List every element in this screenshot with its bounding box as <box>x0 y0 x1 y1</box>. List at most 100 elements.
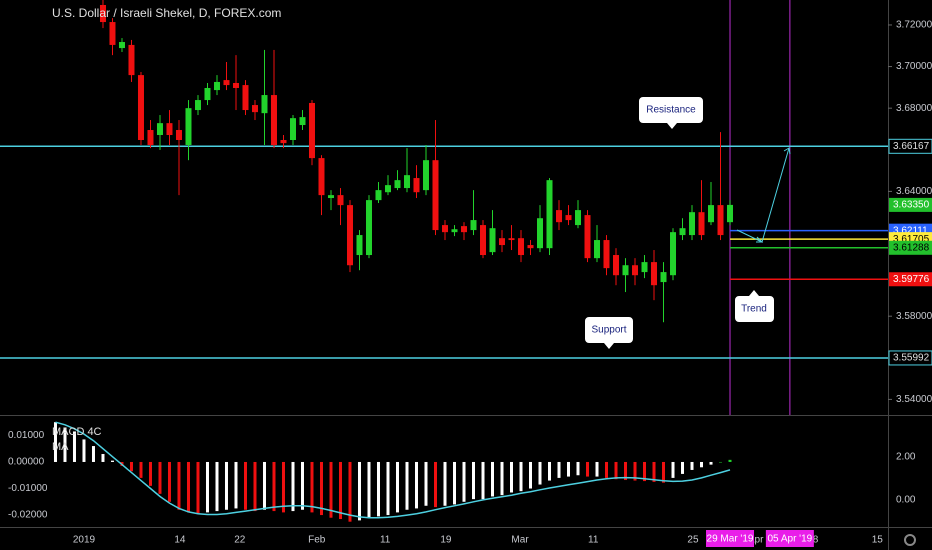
candle-body <box>375 190 382 201</box>
price-badge <box>889 197 932 212</box>
legend-entry: MA <box>52 441 69 453</box>
histogram-bar <box>129 461 133 472</box>
candle-body <box>670 232 677 276</box>
histogram-bar <box>338 461 342 520</box>
y-tick-label: 0.00000 <box>8 457 45 468</box>
histogram-bar <box>452 461 456 505</box>
histogram-bar <box>586 461 590 477</box>
callout-resistance: Resistance <box>639 97 703 129</box>
histogram-bar <box>490 461 494 497</box>
y-tick-label: 3.68000 <box>896 103 932 114</box>
candle-body <box>185 108 192 145</box>
price-badge-label: 3.61705 <box>893 234 930 245</box>
y-tick-label: -0.02000 <box>8 510 48 521</box>
date-badge-label: 05 Apr '19 <box>767 534 812 545</box>
candle-body <box>603 240 610 269</box>
price-badge-label: 3.61288 <box>893 242 930 253</box>
candle-body <box>261 95 268 114</box>
histogram-bar <box>148 461 152 486</box>
candle-body <box>546 180 553 249</box>
histogram-bar <box>167 461 171 502</box>
histogram-bar <box>348 461 352 522</box>
candle-body <box>403 175 410 189</box>
histogram-bar <box>567 461 571 477</box>
histogram-bar <box>272 461 276 512</box>
histogram-bar <box>82 439 86 462</box>
x-tick-label: 11 <box>380 535 391 546</box>
price-badge-label: 3.62111 <box>893 225 928 236</box>
histogram-bar <box>700 461 704 468</box>
candle-body <box>489 228 496 253</box>
histogram-bar <box>529 461 533 489</box>
candle-body <box>289 118 296 140</box>
histogram-bar <box>395 461 399 513</box>
y-tick-label: 3.70000 <box>896 61 932 72</box>
histogram-bar <box>319 461 323 516</box>
candle-body <box>622 265 629 276</box>
histogram-bar <box>281 461 285 513</box>
histogram-bar <box>110 460 114 462</box>
candle-body <box>432 160 439 231</box>
candle-body <box>584 215 591 259</box>
callout-trend: Trend <box>735 290 774 322</box>
histogram-bar <box>633 461 637 481</box>
date-badge <box>765 530 814 547</box>
x-tick-label: Mar <box>511 535 529 546</box>
candle-body <box>594 240 601 259</box>
price-badge-label: 3.59776 <box>893 274 930 285</box>
histogram-bar <box>386 461 390 516</box>
candle-body <box>413 178 420 193</box>
candle-body <box>337 195 344 206</box>
annotation: Resistance <box>646 105 696 116</box>
histogram-bar <box>91 446 95 462</box>
histogram-bar <box>671 461 675 478</box>
y-tick-label: -0.01000 <box>8 483 48 494</box>
candle-body <box>280 139 287 144</box>
histogram-bar <box>624 461 628 481</box>
settings-icon[interactable] <box>904 534 916 546</box>
histogram-bar <box>652 461 656 482</box>
histogram-bar <box>72 431 76 462</box>
candle-body <box>632 265 639 276</box>
histogram-bar <box>215 461 219 512</box>
candle-body <box>508 238 515 241</box>
histogram-bar <box>605 461 609 478</box>
price-badge <box>889 272 932 287</box>
histogram-bar <box>462 461 466 502</box>
x-tick-label: 25 <box>687 535 699 546</box>
histogram-bar <box>367 461 371 518</box>
candle-body <box>166 123 173 136</box>
candle-body <box>479 225 486 256</box>
histogram-bar <box>538 461 542 485</box>
candle-body <box>689 212 696 236</box>
histogram-bar <box>500 461 504 496</box>
candle-body <box>556 210 563 223</box>
y2-tick-label: 0.00 <box>896 495 916 506</box>
histogram-bar <box>662 461 666 483</box>
candle-body <box>451 229 458 233</box>
price-badge-label: 3.55992 <box>893 353 930 364</box>
histogram-bar <box>63 427 67 462</box>
candle-body <box>128 44 135 76</box>
candle-body <box>698 212 705 236</box>
histogram-bar <box>253 461 257 512</box>
histogram-bar <box>101 454 105 462</box>
candle-body <box>470 220 477 231</box>
candle-body <box>308 102 315 159</box>
candle-body <box>232 83 239 88</box>
candle-body <box>175 130 182 140</box>
histogram-bar <box>262 461 266 510</box>
legend-entry: MACD 4C <box>52 426 102 438</box>
y-tick-label: 3.58000 <box>896 311 932 322</box>
histogram-bar <box>243 461 247 510</box>
macd-pane <box>53 421 732 522</box>
candle-body <box>384 185 391 193</box>
candle-body <box>498 238 505 246</box>
x-tick-label: 19 <box>440 535 452 546</box>
histogram-bar <box>424 461 428 506</box>
callout-support: Support <box>585 317 633 349</box>
y-tick-label: 3.54000 <box>896 394 932 405</box>
histogram-bar <box>443 461 447 506</box>
candle-body <box>156 123 163 136</box>
candle-body <box>327 195 334 199</box>
